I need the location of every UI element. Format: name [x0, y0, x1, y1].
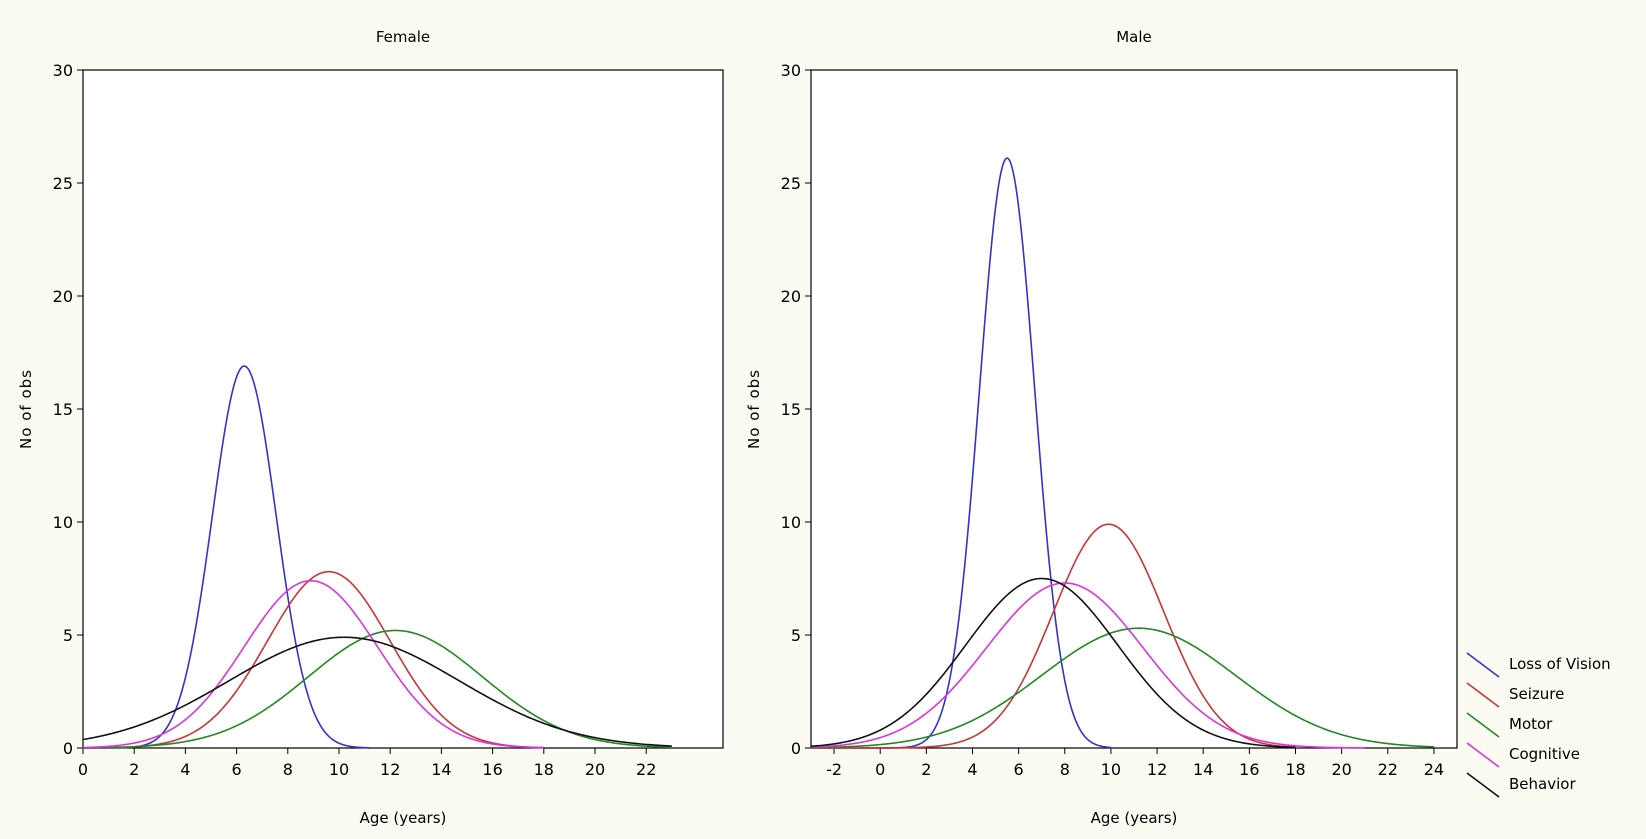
x-tick-label: 6: [232, 760, 242, 779]
x-tick-label: 2: [129, 760, 139, 779]
x-tick-label: 16: [1239, 760, 1259, 779]
series-line-behavior: [82, 636, 672, 747]
y-tick-label: 10: [53, 513, 73, 532]
series-line-cognitive: [810, 582, 1365, 749]
y-tick-label: 15: [53, 400, 73, 419]
y-tick-label: 20: [53, 287, 73, 306]
legend-swatch: [1466, 742, 1500, 768]
x-tick-label: 20: [1331, 760, 1351, 779]
y-tick-label: 5: [791, 626, 801, 645]
x-tick-label: 2: [921, 760, 931, 779]
y-tick-label: 15: [781, 400, 801, 419]
chart-title: Female: [376, 28, 430, 46]
x-tick-label: 16: [482, 760, 502, 779]
x-tick-label: 22: [636, 760, 656, 779]
y-tick-label: 30: [53, 61, 73, 80]
y-tick-label: 25: [781, 174, 801, 193]
legend-label: Motor: [1509, 715, 1553, 733]
x-tick-label: 10: [1101, 760, 1121, 779]
y-tick-label: 5: [63, 626, 73, 645]
x-tick-label: 14: [431, 760, 451, 779]
x-tick-label: 6: [1014, 760, 1024, 779]
x-tick-label: 10: [329, 760, 349, 779]
chart-title: Male: [1116, 28, 1152, 46]
x-tick-label: 24: [1424, 760, 1444, 779]
x-tick-label: 4: [967, 760, 977, 779]
y-tick-label: 0: [791, 739, 801, 758]
x-tick-label: 0: [875, 760, 885, 779]
x-tick-label: 20: [585, 760, 605, 779]
legend-swatch: [1466, 712, 1500, 738]
x-tick-label: 4: [180, 760, 190, 779]
x-tick-label: 22: [1378, 760, 1398, 779]
legend-swatch: [1466, 682, 1500, 708]
x-axis-label: Age (years): [1091, 809, 1178, 827]
chart-female: Female 0 5 10 15 20 25 30 0 2 4 6 8 10 12 14 16 18 20 22 Age…: [17, 28, 724, 827]
y-axis-label: No of obs: [17, 369, 35, 449]
y-tick-label: 20: [781, 287, 801, 306]
x-axis-label: Age (years): [360, 809, 447, 827]
series-line-motor: [810, 627, 1434, 749]
series-line-seizure: [811, 523, 1296, 749]
legend-label: Behavior: [1509, 775, 1576, 793]
plot-area: [810, 69, 1458, 749]
x-tick-label: 18: [1285, 760, 1305, 779]
series-line-seizure: [83, 570, 544, 749]
series-line-behavior: [810, 577, 1296, 749]
y-tick-label: 30: [781, 61, 801, 80]
y-tick-label: 25: [53, 174, 73, 193]
x-tick-label: 8: [1060, 760, 1070, 779]
legend-label: Cognitive: [1509, 745, 1580, 763]
legend-swatch: [1466, 772, 1500, 798]
x-tick-label: 8: [283, 760, 293, 779]
x-tick-label: 12: [380, 760, 400, 779]
y-axis-label: No of obs: [745, 369, 763, 449]
x-tick-label: -2: [826, 760, 842, 779]
legend-swatch: [1466, 652, 1500, 678]
x-tick-label: 14: [1193, 760, 1213, 779]
plot-area: [82, 69, 724, 749]
legend-label: Seizure: [1509, 685, 1564, 703]
series-line-cognitive: [82, 579, 544, 749]
y-tick-label: 10: [781, 513, 801, 532]
x-tick-label: 12: [1147, 760, 1167, 779]
y-tick-label: 0: [63, 739, 73, 758]
legend-label: Loss of Vision: [1509, 655, 1611, 673]
x-tick-label: 0: [78, 760, 88, 779]
x-tick-label: 18: [534, 760, 554, 779]
legend: Loss of Vision Seizure Motor Cognitive Behav…: [1466, 652, 1611, 798]
